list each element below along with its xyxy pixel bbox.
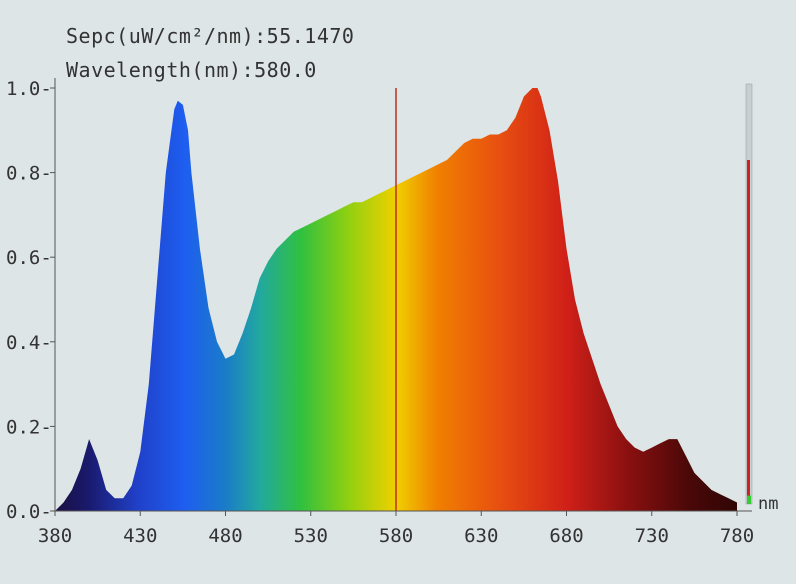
x-tick-label: 630 [464, 525, 498, 547]
y-tick-label: 0.6- [6, 247, 52, 269]
y-tick-label: 1.0- [6, 78, 52, 100]
chart-axes [54, 78, 752, 512]
level-meter [745, 83, 753, 505]
wavelength-label: Wavelength(nm): [66, 58, 255, 82]
y-tick-label: 0.4- [6, 332, 52, 354]
spectral-irradiance-readout: Sepc(uW/cm²/nm):55.1470 [66, 24, 354, 48]
y-tick-label: 0.2- [6, 416, 52, 438]
y-tick-label: 0.0- [6, 501, 52, 523]
x-tick-label: 530 [294, 525, 328, 547]
spectral-irradiance-label: Sepc(uW/cm²/nm): [66, 24, 267, 48]
x-axis-ticks: 380 430 480 530 580 630 680 730 780 [38, 511, 754, 547]
x-tick-label: 780 [720, 525, 754, 547]
meter-bar [747, 160, 750, 496]
x-tick-label: 730 [635, 525, 669, 547]
x-axis-unit-label: nm [758, 494, 779, 514]
wavelength-value: 580.0 [254, 58, 317, 82]
wavelength-readout: Wavelength(nm):580.0 [66, 58, 317, 82]
y-tick-label: 0.8- [6, 163, 52, 185]
spectral-irradiance-value: 55.1470 [266, 24, 355, 48]
x-tick-label: 580 [379, 525, 413, 547]
x-tick-label: 680 [549, 525, 583, 547]
x-tick-label: 480 [208, 525, 242, 547]
x-tick-label: 430 [123, 525, 157, 547]
y-axis-ticks: 0.0- 0.2- 0.4- 0.6- 0.8- 1.0- [6, 78, 55, 523]
meter-level-indicator [747, 495, 751, 504]
x-tick-label: 380 [38, 525, 72, 547]
